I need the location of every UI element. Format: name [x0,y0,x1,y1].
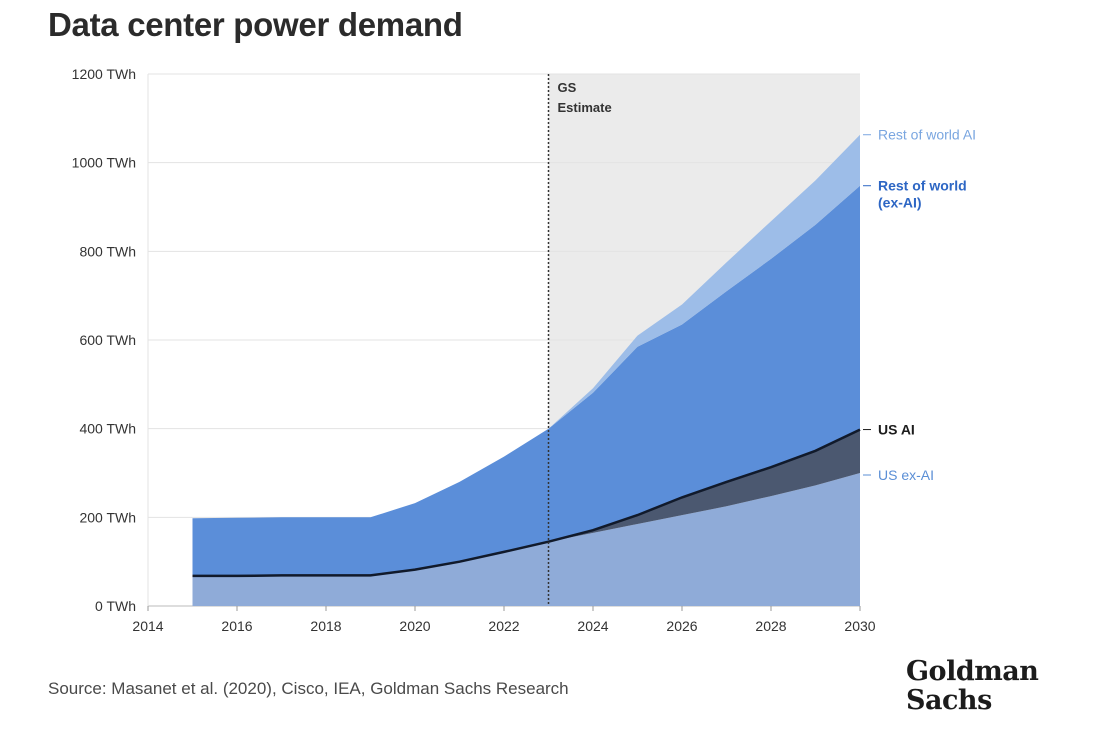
goldman-sachs-logo: Goldman Sachs [906,656,1039,716]
x-tick-label: 2016 [221,618,252,634]
source-note: Source: Masanet et al. (2020), Cisco, IE… [48,679,569,698]
area-rest-of-world-ex-ai [192,185,860,576]
x-tick-label: 2014 [132,618,163,634]
y-tick-label: 1200 TWh [72,66,136,82]
y-tick-label: 800 TWh [79,243,136,259]
x-tick-label: 2022 [488,618,519,634]
y-tick-label: 600 TWh [79,332,136,348]
y-tick-label: 400 TWh [79,421,136,437]
us-total-line [192,428,861,578]
x-tick-label: 2028 [755,618,786,634]
area-us-ex-ai [192,473,860,606]
logo-line1: Goldman [906,656,1039,687]
y-tick-label: 0 TWh [95,598,136,614]
series-label: Rest of world AI [878,127,976,143]
series-label: Rest of world [878,178,967,194]
y-tick-label: 1000 TWh [72,155,136,171]
x-tick-label: 2018 [310,618,341,634]
series-label: US AI [878,422,915,438]
series-label: US ex-AI [878,467,934,483]
series-label: (ex-AI) [878,195,922,211]
chart-title: Data center power demand [48,6,463,43]
area-us-ai [192,429,860,576]
x-tick-label: 2026 [666,618,697,634]
y-tick-label: 200 TWh [79,509,136,525]
estimate-label-line2: Estimate [558,100,612,115]
estimate-label-line1: GS [558,80,577,95]
x-tick-label: 2024 [577,618,608,634]
logo-line2: Sachs [906,685,992,716]
x-tick-label: 2020 [399,618,430,634]
x-tick-label: 2030 [844,618,875,634]
